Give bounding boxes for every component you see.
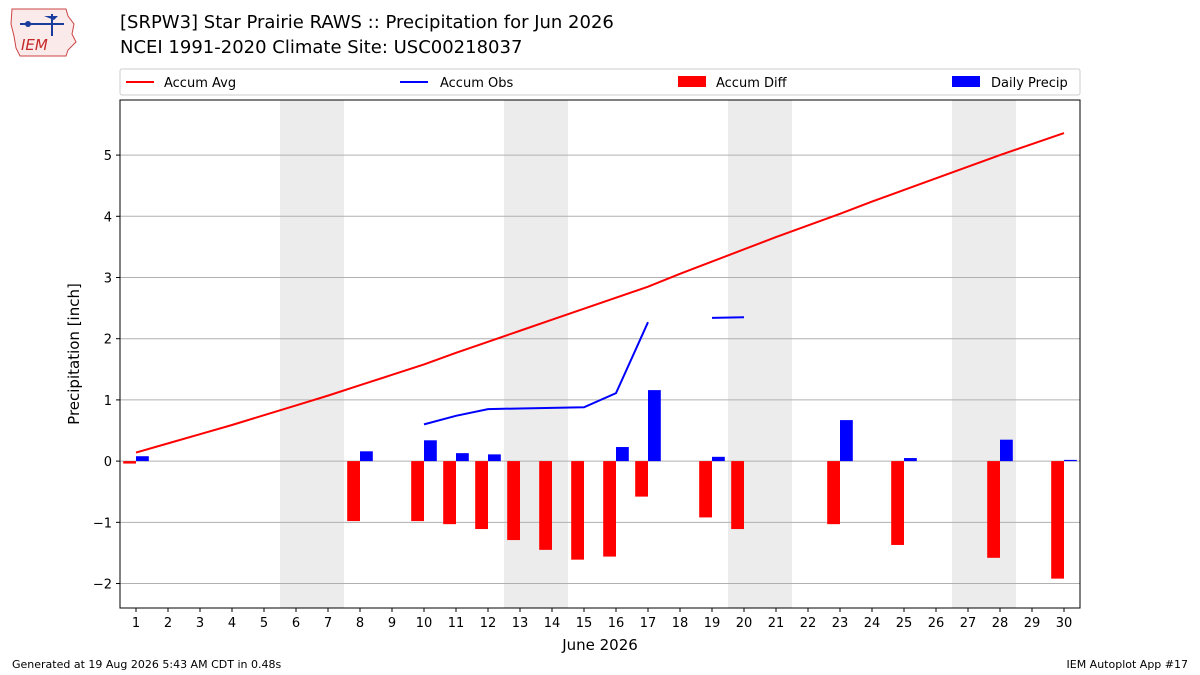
legend-accum-avg-label: Accum Avg bbox=[164, 76, 236, 91]
y-tick-label: −1 bbox=[93, 516, 112, 531]
accum-diff-bar bbox=[1051, 461, 1064, 579]
y-tick-label: −2 bbox=[93, 578, 112, 593]
accum-diff-bar bbox=[603, 461, 616, 557]
accum-diff-bar bbox=[507, 461, 520, 541]
accum-diff-bar bbox=[123, 461, 136, 464]
y-tick-label: 3 bbox=[104, 271, 112, 286]
x-tick-label: 28 bbox=[992, 616, 1009, 631]
chart-subtitle: NCEI 1991-2020 Climate Site: USC00218037 bbox=[120, 37, 523, 58]
accum-obs-line bbox=[423, 321, 649, 426]
x-tick-label: 19 bbox=[704, 616, 721, 631]
iem-logo: IEM bbox=[8, 6, 80, 58]
daily-precip-bar bbox=[1000, 439, 1013, 462]
x-tick-label: 13 bbox=[512, 616, 529, 631]
legend-accum-diff-swatch bbox=[678, 76, 706, 87]
legend-daily-precip-swatch bbox=[952, 76, 980, 87]
accum-diff-bar bbox=[635, 461, 648, 497]
daily-precip-bar bbox=[840, 420, 853, 462]
logo-text: IEM bbox=[21, 36, 48, 54]
x-tick-label: 29 bbox=[1024, 616, 1041, 631]
accum-diff-bar bbox=[539, 461, 552, 550]
daily-precip-bar bbox=[904, 458, 917, 462]
accum-diff-bar bbox=[475, 461, 488, 530]
x-tick-label: 27 bbox=[960, 616, 977, 631]
x-tick-label: 23 bbox=[832, 616, 849, 631]
daily-precip-bar bbox=[648, 390, 661, 462]
x-tick-label: 14 bbox=[544, 616, 561, 631]
accum-diff-bar bbox=[731, 461, 744, 530]
x-tick-label: 22 bbox=[800, 616, 817, 631]
accum-avg-line bbox=[135, 132, 1065, 454]
plot-frame bbox=[119, 99, 1081, 609]
x-tick-label: 3 bbox=[196, 616, 204, 631]
weekend-band bbox=[952, 100, 1016, 608]
x-tick-label: 10 bbox=[416, 616, 433, 631]
x-tick-label: 16 bbox=[608, 616, 625, 631]
daily-precip-bar bbox=[424, 440, 437, 462]
chart-title: [SRPW3] Star Prairie RAWS :: Precipitati… bbox=[120, 12, 614, 33]
legend-accum-diff-label: Accum Diff bbox=[716, 76, 788, 91]
x-tick-label: 2 bbox=[164, 616, 172, 631]
daily-precip-bar bbox=[1064, 459, 1077, 462]
x-tick-label: 11 bbox=[448, 616, 465, 631]
y-tick-label: 5 bbox=[104, 149, 112, 164]
legend-daily-precip-label: Daily Precip bbox=[991, 76, 1068, 91]
accum-diff-bar bbox=[987, 461, 1000, 558]
x-tick-label: 7 bbox=[324, 616, 332, 631]
legend-accum-obs-label: Accum Obs bbox=[440, 76, 513, 91]
daily-precip-bar bbox=[456, 453, 469, 462]
x-tick-label: 4 bbox=[228, 616, 236, 631]
daily-precip-bar bbox=[136, 456, 149, 462]
daily-precip-bar bbox=[360, 451, 373, 462]
accum-diff-bar bbox=[347, 461, 360, 522]
x-tick-label: 24 bbox=[864, 616, 881, 631]
daily-precip-bar bbox=[712, 456, 725, 462]
x-tick-label: 30 bbox=[1056, 616, 1073, 631]
weekend-band bbox=[728, 100, 792, 608]
accum-diff-bar bbox=[443, 461, 456, 525]
x-tick-label: 15 bbox=[576, 616, 593, 631]
x-tick-label: 18 bbox=[672, 616, 689, 631]
y-tick-label: 1 bbox=[104, 394, 112, 409]
accum-diff-bar bbox=[891, 461, 904, 545]
y-axis-label: Precipitation [inch] bbox=[65, 283, 83, 425]
x-tick-label: 20 bbox=[736, 616, 753, 631]
y-tick-label: 0 bbox=[104, 455, 112, 470]
x-tick-label: 8 bbox=[356, 616, 364, 631]
x-tick-label: 12 bbox=[480, 616, 497, 631]
y-tick-label: 4 bbox=[104, 210, 112, 225]
generated-note: Generated at 19 Aug 2026 5:43 AM CDT in … bbox=[12, 658, 282, 671]
x-tick-label: 6 bbox=[292, 616, 300, 631]
daily-precip-bar bbox=[488, 454, 501, 462]
x-tick-label: 25 bbox=[896, 616, 913, 631]
accum-diff-bar bbox=[571, 461, 584, 560]
accum-obs-line bbox=[711, 316, 745, 319]
legend: Accum Avg Accum Obs Accum Diff Daily Precip bbox=[119, 68, 1081, 96]
x-axis-label: June 2026 bbox=[561, 636, 638, 654]
x-tick-label: 5 bbox=[260, 616, 268, 631]
x-tick-label: 1 bbox=[132, 616, 140, 631]
x-tick-label: 21 bbox=[768, 616, 785, 631]
accum-diff-bar bbox=[827, 461, 840, 525]
x-tick-label: 17 bbox=[640, 616, 657, 631]
legend-box bbox=[119, 68, 1081, 96]
daily-precip-bar bbox=[616, 447, 629, 462]
accum-diff-bar bbox=[699, 461, 712, 518]
weekend-band bbox=[280, 100, 344, 608]
app-note: IEM Autoplot App #17 bbox=[1066, 658, 1189, 671]
y-tick-label: 2 bbox=[104, 333, 112, 348]
accum-diff-bar bbox=[411, 461, 424, 522]
x-tick-label: 26 bbox=[928, 616, 945, 631]
x-tick-label: 9 bbox=[388, 616, 396, 631]
